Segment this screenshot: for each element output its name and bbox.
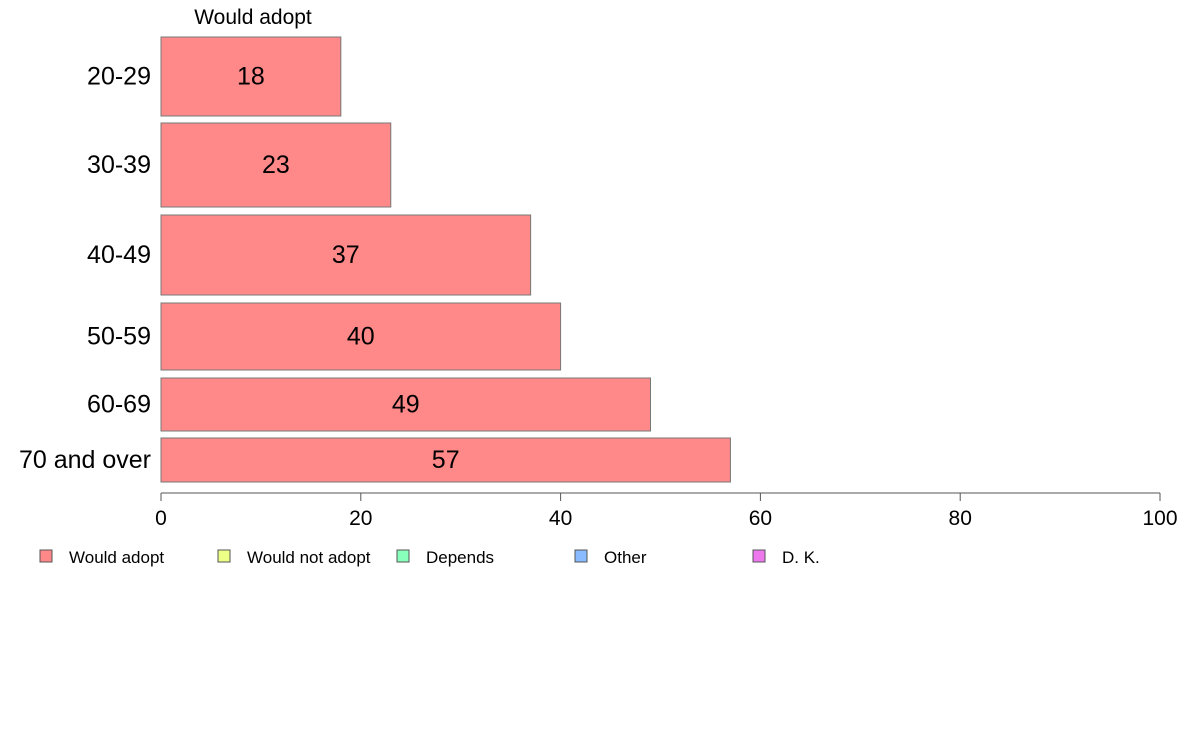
- data-label: 18: [237, 63, 265, 91]
- legend-swatch: [752, 549, 766, 563]
- legend-label: Depends: [426, 548, 494, 567]
- legend-label: Would not adopt: [247, 548, 371, 567]
- x-axis: 0 20 40 60 80 100: [155, 492, 1178, 530]
- category-label: 20-29: [87, 63, 151, 91]
- series-header: Would adopt: [194, 6, 312, 29]
- data-labels: 18 23 37 40 49 57: [237, 63, 460, 475]
- legend-swatch: [217, 549, 231, 563]
- legend-label: Other: [604, 548, 647, 567]
- x-tick-label: 0: [155, 507, 167, 530]
- bar-40-49: [160, 214, 532, 296]
- data-label: 49: [392, 391, 420, 419]
- category-label: 50-59: [87, 323, 151, 351]
- legend-swatch: [39, 549, 53, 563]
- legend-swatch: [574, 549, 588, 563]
- data-label: 23: [262, 151, 290, 179]
- legend-swatch: [396, 549, 410, 563]
- category-label: 30-39: [87, 151, 151, 179]
- data-label: 40: [347, 323, 375, 351]
- x-tick-label: 100: [1142, 507, 1177, 530]
- bars: [160, 36, 731, 483]
- legend: Would adopt Would not adopt Depends Other D.…: [39, 548, 820, 567]
- x-tick-label: 80: [949, 507, 972, 530]
- bar-50-59: [160, 302, 562, 371]
- bar-60-69: [160, 377, 652, 432]
- category-label: 70 and over: [19, 446, 151, 474]
- data-label: 37: [332, 241, 360, 269]
- category-labels: 20-29 30-39 40-49 50-59 60-69 70 and over: [19, 63, 151, 475]
- category-label: 40-49: [87, 241, 151, 269]
- bar-30-39: [160, 122, 392, 208]
- legend-label: D. K.: [782, 548, 820, 567]
- bar-70-and-over: [160, 437, 731, 483]
- x-tick-label: 20: [349, 507, 372, 530]
- legend-label: Would adopt: [69, 548, 164, 567]
- bar-20-29: [160, 36, 342, 117]
- data-label: 57: [432, 446, 460, 474]
- x-tick-label: 40: [549, 507, 572, 530]
- x-tick-label: 60: [749, 507, 772, 530]
- category-label: 60-69: [87, 391, 151, 419]
